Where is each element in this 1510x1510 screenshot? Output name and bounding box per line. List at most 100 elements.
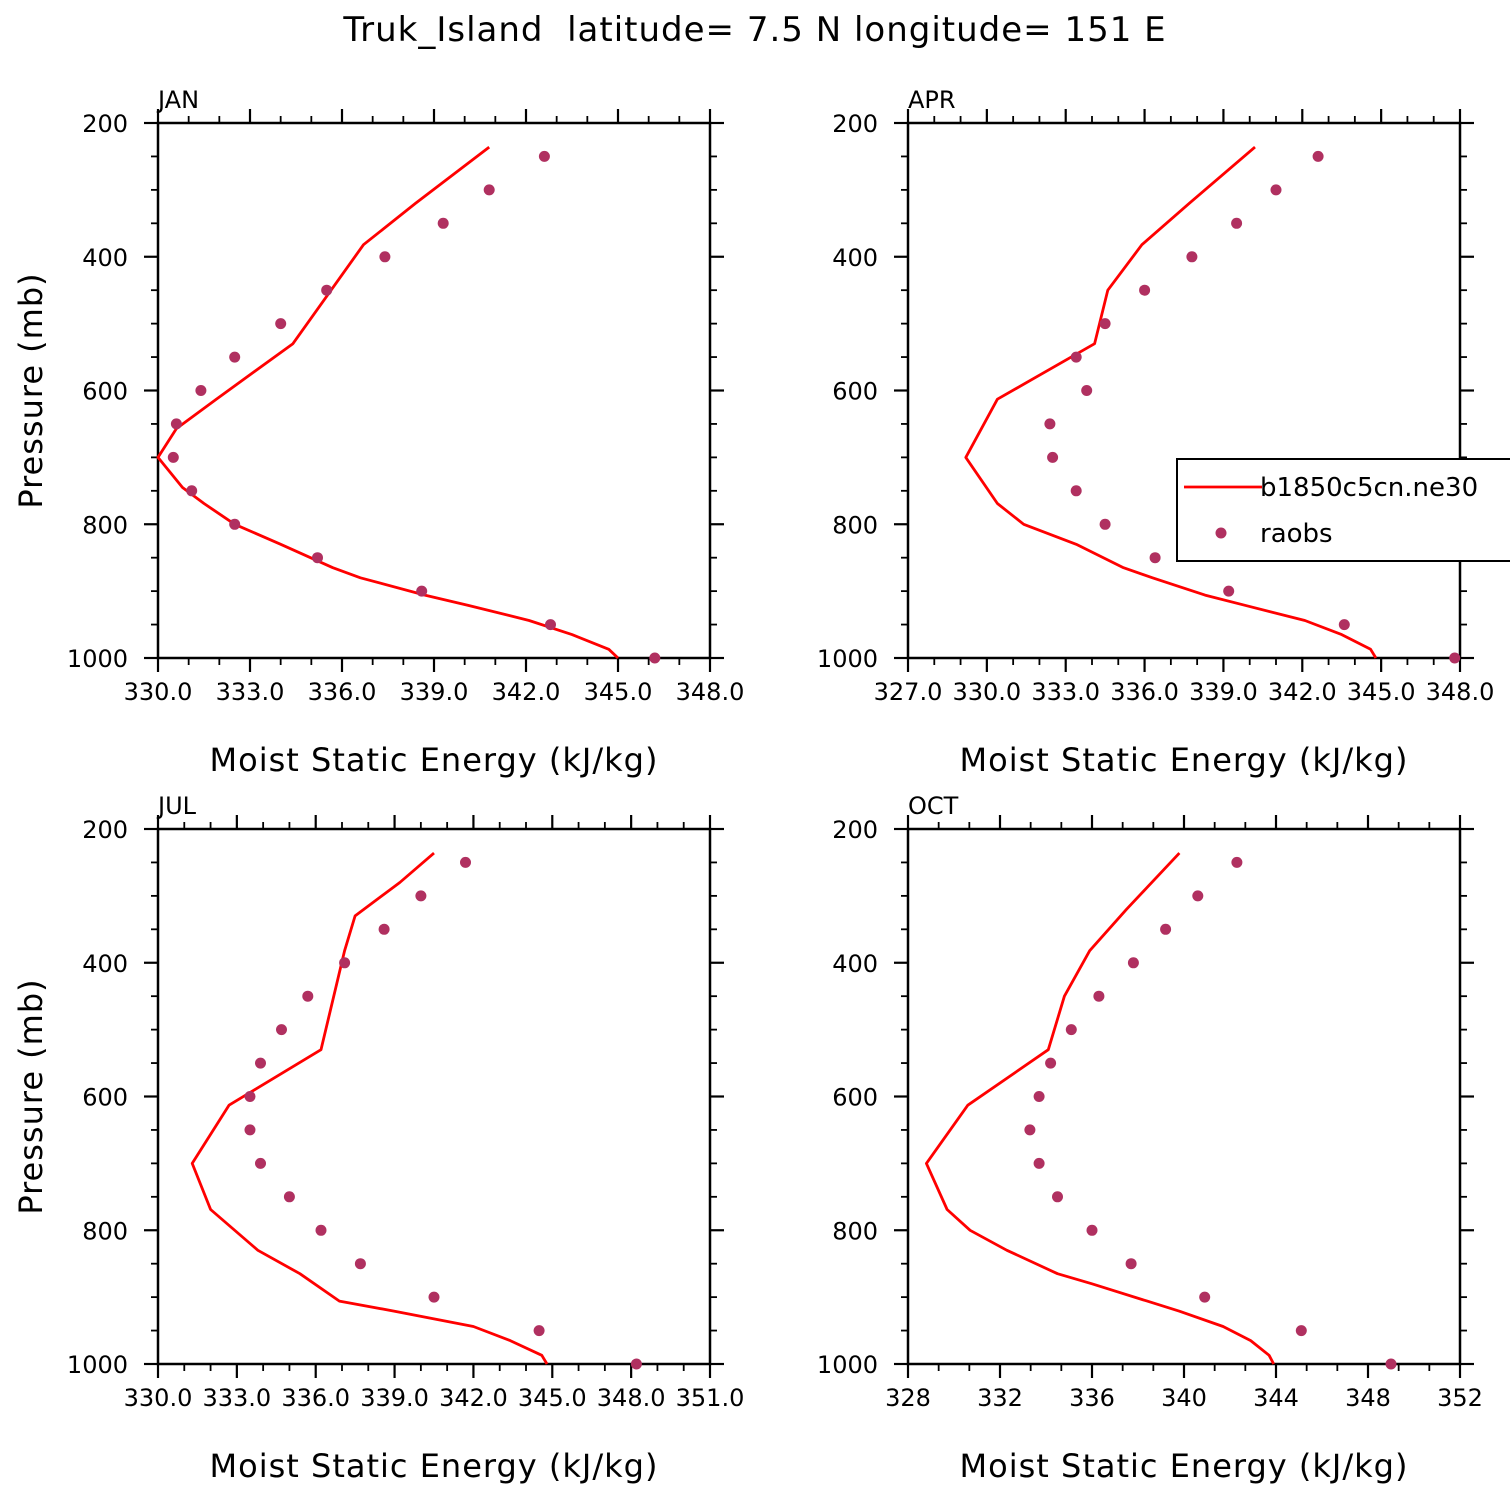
y-tick-label: 200 bbox=[832, 110, 878, 138]
raobs-point bbox=[1199, 1291, 1211, 1303]
x-tick-label: 336.0 bbox=[1110, 678, 1179, 706]
panel-jan: 330.0 333.0 336.0 339.0 342.0 345.0 348.0 200 40… bbox=[12, 86, 744, 779]
raobs-point bbox=[283, 1191, 295, 1203]
raobs-point bbox=[1081, 385, 1093, 396]
figure-title: Truk_Island latitude= 7.5 N longitude= 1… bbox=[343, 10, 1167, 50]
model-profile-line bbox=[156, 145, 619, 660]
raobs-point bbox=[1127, 957, 1139, 969]
x-tick-label: 342.0 bbox=[1268, 678, 1337, 706]
raobs-point bbox=[1045, 1057, 1057, 1069]
y-axis-label: Pressure (mb) bbox=[12, 272, 50, 508]
x-tick-label: 344 bbox=[1253, 1384, 1299, 1412]
x-tick-label: 336.0 bbox=[281, 1384, 350, 1412]
raobs-point bbox=[1270, 184, 1282, 196]
raobs-point bbox=[1231, 856, 1243, 868]
y-tick-label: 1000 bbox=[67, 1351, 128, 1379]
x-axis-label: Moist Static Energy (kJ/kg) bbox=[210, 1447, 659, 1485]
x-tick-label: 332 bbox=[977, 1384, 1023, 1412]
panel-label: JUL bbox=[156, 792, 197, 820]
y-tick-label: 400 bbox=[82, 244, 128, 272]
x-tick-label: 342.0 bbox=[439, 1384, 508, 1412]
panel-oct: 328 332 336 340 344 348 352 200 400 600 800 1000 OCT… bbox=[817, 792, 1483, 1485]
x-tick-label: 333.0 bbox=[216, 678, 285, 706]
raobs-point bbox=[630, 1358, 642, 1370]
raobs-point bbox=[1139, 284, 1151, 296]
y-tick-label: 800 bbox=[82, 511, 128, 539]
y-tick-label: 400 bbox=[82, 950, 128, 978]
y-tick-label: 1000 bbox=[817, 1351, 878, 1379]
raobs-point bbox=[244, 1091, 256, 1102]
raobs-point bbox=[1099, 318, 1111, 330]
x-tick-label: 330.0 bbox=[124, 678, 193, 706]
x-axis-label: Moist Static Energy (kJ/kg) bbox=[960, 741, 1409, 779]
panel-label: OCT bbox=[908, 792, 959, 820]
legend-label-raobs: raobs bbox=[1260, 519, 1333, 549]
raobs-point bbox=[229, 351, 241, 363]
x-tick-label: 330.0 bbox=[124, 1384, 193, 1412]
y-tick-label: 800 bbox=[832, 511, 878, 539]
x-tick-label: 348.0 bbox=[1426, 678, 1495, 706]
raobs-point bbox=[229, 518, 241, 530]
raobs-point bbox=[483, 184, 495, 196]
raobs-point bbox=[545, 619, 556, 631]
plot-frame bbox=[156, 121, 712, 660]
raobs-point bbox=[379, 251, 391, 263]
x-tick-label: 348.0 bbox=[676, 678, 745, 706]
panel-label: JAN bbox=[156, 86, 199, 114]
raobs-point bbox=[1125, 1258, 1137, 1270]
x-tick-label: 333.0 bbox=[1031, 678, 1100, 706]
raobs-point bbox=[1070, 351, 1082, 363]
raobs-point bbox=[1065, 1024, 1077, 1036]
x-tick-label: 345.0 bbox=[584, 678, 653, 706]
legend-marker-swatch bbox=[1215, 527, 1227, 539]
raobs-point bbox=[1338, 619, 1350, 631]
raobs-point bbox=[321, 284, 333, 296]
x-tick-label: 352 bbox=[1437, 1384, 1483, 1412]
raobs-point bbox=[244, 1124, 256, 1136]
y-axis-label: Pressure (mb) bbox=[12, 978, 50, 1214]
x-tick-label: 351.0 bbox=[676, 1384, 745, 1412]
raobs-point bbox=[354, 1258, 366, 1270]
raobs-point bbox=[533, 1325, 545, 1337]
raobs-point bbox=[1044, 418, 1056, 430]
x-tick-label: 330.0 bbox=[952, 678, 1021, 706]
x-axis-label: Moist Static Energy (kJ/kg) bbox=[210, 741, 659, 779]
raobs-point bbox=[1186, 251, 1198, 263]
panel-apr: 327.0 330.0 333.0 336.0 339.0 342.0 345.0 348.0… bbox=[817, 86, 1494, 779]
raobs-point bbox=[1312, 150, 1324, 162]
x-tick-label: 339.0 bbox=[360, 1384, 429, 1412]
x-tick-label: 327.0 bbox=[874, 678, 943, 706]
raobs-point bbox=[649, 652, 661, 664]
plot-frame bbox=[906, 121, 1462, 660]
y-tick-label: 400 bbox=[832, 244, 878, 272]
raobs-point bbox=[302, 990, 314, 1002]
y-tick-label: 400 bbox=[832, 950, 878, 978]
y-tick-label: 800 bbox=[832, 1217, 878, 1245]
raobs-point bbox=[1223, 585, 1235, 597]
y-tick-label: 600 bbox=[82, 378, 128, 406]
y-tick-label: 200 bbox=[82, 816, 128, 844]
y-tick-label: 600 bbox=[832, 1084, 878, 1112]
x-tick-label: 348 bbox=[1345, 1384, 1391, 1412]
x-tick-label: 339.0 bbox=[1189, 678, 1258, 706]
raobs-point bbox=[255, 1057, 266, 1069]
y-tick-label: 200 bbox=[82, 110, 128, 138]
y-tick-label: 600 bbox=[82, 1084, 128, 1112]
plot-frame bbox=[906, 827, 1462, 1366]
x-tick-label: 348.0 bbox=[597, 1384, 666, 1412]
raobs-point bbox=[275, 318, 287, 330]
raobs-point bbox=[167, 451, 179, 463]
panel-jul: 330.0 333.0 336.0 339.0 342.0 345.0 348.0 351.0… bbox=[12, 792, 744, 1485]
raobs-point bbox=[339, 957, 351, 969]
raobs-point bbox=[1099, 518, 1111, 530]
raobs-point bbox=[1231, 217, 1243, 229]
x-tick-label: 336 bbox=[1069, 1384, 1115, 1412]
y-tick-label: 1000 bbox=[817, 645, 878, 673]
raobs-point bbox=[312, 552, 323, 564]
raobs-point bbox=[1295, 1325, 1307, 1337]
raobs-point bbox=[415, 890, 427, 902]
model-profile-line bbox=[964, 146, 1378, 659]
x-tick-label: 345.0 bbox=[1347, 678, 1416, 706]
raobs-point bbox=[1086, 1224, 1098, 1236]
